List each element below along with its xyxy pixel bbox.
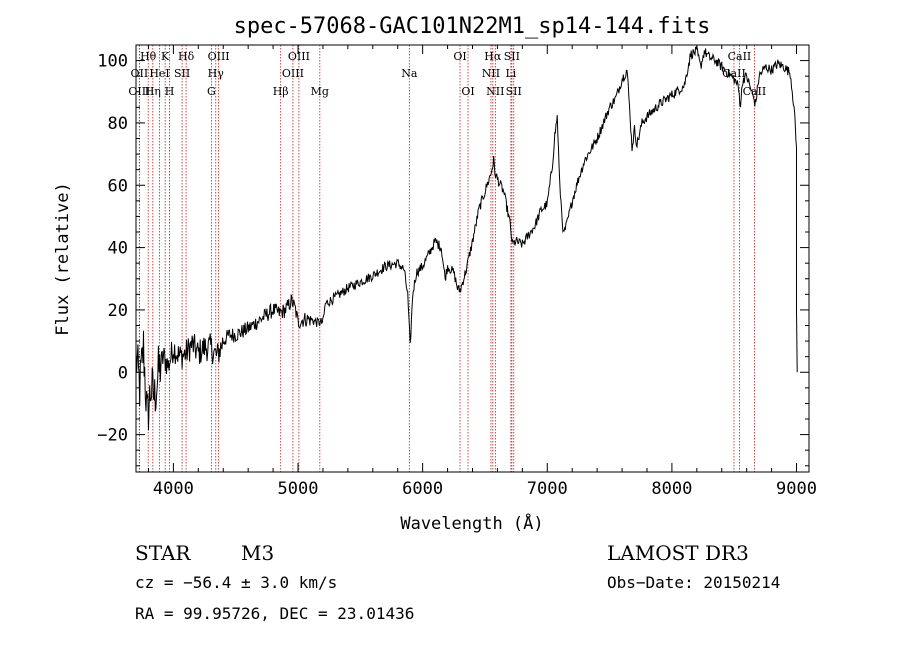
object-subclass: M3	[241, 541, 274, 565]
x-axis-label: Wavelength (Å)	[400, 512, 543, 534]
spectral-line-label: NII	[482, 67, 500, 80]
spectral-line-label: CaII	[743, 85, 767, 98]
spectral-line-label: Hδ	[178, 50, 195, 63]
spectral-line-label: OII	[131, 67, 149, 80]
y-tick-label: 40	[108, 239, 128, 259]
y-tick-label: 100	[97, 52, 128, 72]
x-tick-label: 7000	[527, 479, 568, 499]
x-tick-label: 5000	[278, 479, 319, 499]
x-tick-label: 4000	[153, 479, 194, 499]
spectral-line-label: Hα	[484, 50, 502, 63]
coordinates-readout: RA = 99.95726, DEC = 23.01436	[135, 604, 414, 623]
spectral-line-label: OI	[453, 50, 466, 63]
spectral-line-label: Hγ	[208, 67, 225, 80]
spectral-line-label: Hη	[145, 85, 161, 98]
survey-name: LAMOST DR3	[607, 541, 749, 565]
velocity-readout: cz = −56.4 ± 3.0 km/s	[135, 573, 337, 592]
x-tick-label: 6000	[402, 479, 443, 499]
object-class: STAR	[135, 541, 191, 565]
spectral-line-label: Hθ	[140, 50, 157, 63]
spectrum-line	[135, 44, 798, 431]
spectral-line-label: SII	[504, 50, 520, 63]
obs-date: Obs−Date: 20150214	[607, 573, 780, 592]
y-axis-label: Flux (relative)	[53, 182, 73, 336]
y-tick-label: 80	[108, 114, 128, 134]
spectral-line-label: K	[161, 50, 170, 63]
chart-title: spec-57068-GAC101N22M1_sp14-144.fits	[234, 14, 711, 39]
x-axis-ticks: 4000 5000 6000 7000 8000 9000	[147, 45, 817, 499]
y-tick-label: 20	[108, 301, 128, 321]
plot-frame	[135, 44, 810, 473]
spectral-line-label: OIII	[282, 67, 304, 80]
spectral-line-markers	[138, 45, 755, 472]
y-tick-label: 0	[118, 363, 128, 383]
spectral-line-label: OIII	[288, 50, 310, 63]
spectral-line-label: OIII	[208, 50, 230, 63]
x-tick-label: 9000	[776, 479, 817, 499]
spectral-line-label: H	[165, 85, 175, 98]
spectral-line-label: HeI	[149, 67, 169, 80]
spectral-line-label: CaII	[728, 50, 752, 63]
spectral-line-label: SII	[506, 85, 522, 98]
spectral-line-label: OI	[461, 85, 474, 98]
spectral-line-label: NII	[486, 85, 504, 98]
spectral-line-label: Li	[505, 67, 516, 80]
spectral-line-label: Na	[401, 67, 418, 80]
y-tick-label: 60	[108, 176, 128, 196]
y-tick-label: −20	[97, 426, 128, 446]
spectral-line-label: Hβ	[273, 85, 289, 98]
spectral-line-label: G	[207, 85, 216, 98]
spectral-line-label: SII	[174, 67, 190, 80]
x-tick-label: 8000	[651, 479, 692, 499]
spectral-line-label: Mg	[311, 85, 329, 98]
y-axis-ticks: −20 0 20 40 60 80 100	[97, 52, 809, 467]
